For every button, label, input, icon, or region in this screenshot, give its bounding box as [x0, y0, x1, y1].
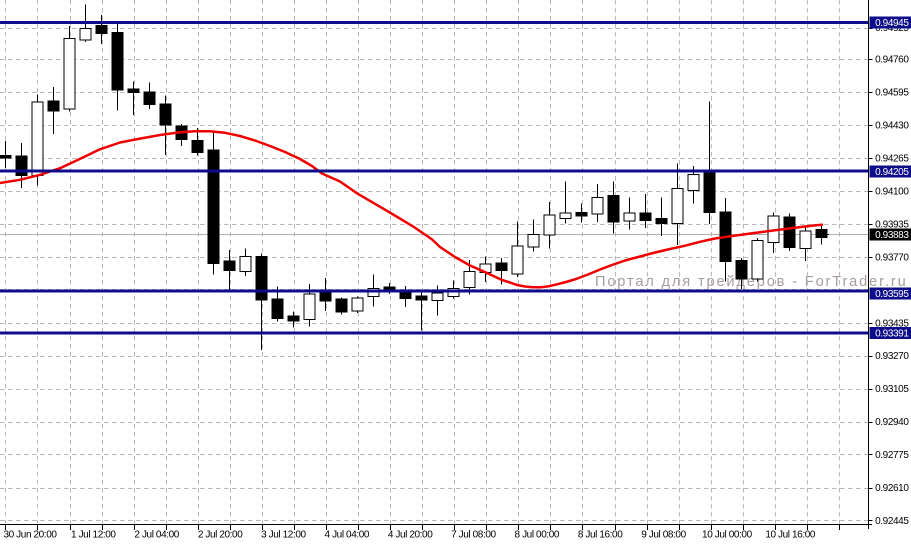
svg-text:8 Jul 16:00: 8 Jul 16:00: [578, 530, 623, 541]
svg-text:0.94595: 0.94595: [875, 88, 909, 99]
svg-text:4 Jul 20:00: 4 Jul 20:00: [388, 530, 433, 541]
svg-text:1 Jul 12:00: 1 Jul 12:00: [71, 530, 116, 541]
svg-text:0.94205: 0.94205: [875, 167, 909, 178]
svg-text:0.92445: 0.92445: [875, 516, 909, 527]
svg-text:0.94945: 0.94945: [875, 18, 909, 29]
svg-text:0.93883: 0.93883: [875, 230, 909, 241]
svg-text:0.93270: 0.93270: [875, 351, 909, 362]
svg-text:30 Jun 20:00: 30 Jun 20:00: [3, 530, 57, 541]
svg-text:2 Jul 20:00: 2 Jul 20:00: [198, 530, 243, 541]
svg-text:4 Jul 04:00: 4 Jul 04:00: [325, 530, 370, 541]
svg-text:3 Jul 12:00: 3 Jul 12:00: [261, 530, 306, 541]
svg-text:10 Jul 00:00: 10 Jul 00:00: [702, 530, 753, 541]
svg-text:8 Jul 00:00: 8 Jul 00:00: [515, 530, 560, 541]
svg-text:0.94265: 0.94265: [875, 154, 909, 165]
svg-text:0.93770: 0.93770: [875, 252, 909, 263]
svg-text:Портал для трейдеров - ForTrad: Портал для трейдеров - ForTrader.ru: [595, 274, 908, 290]
svg-text:7 Jul 08:00: 7 Jul 08:00: [451, 530, 496, 541]
svg-text:10 Jul 16:00: 10 Jul 16:00: [765, 530, 816, 541]
svg-text:0.92775: 0.92775: [875, 450, 909, 461]
svg-text:0.93595: 0.93595: [875, 289, 909, 300]
svg-text:0.92940: 0.92940: [875, 417, 909, 428]
svg-text:2 Jul 04:00: 2 Jul 04:00: [134, 530, 179, 541]
svg-text:0.94430: 0.94430: [875, 121, 909, 132]
svg-text:9 Jul 08:00: 9 Jul 08:00: [641, 530, 686, 541]
svg-text:0.93391: 0.93391: [875, 328, 909, 339]
svg-text:0.92610: 0.92610: [875, 483, 909, 494]
svg-text:0.94100: 0.94100: [875, 186, 909, 197]
svg-text:0.94760: 0.94760: [875, 55, 909, 66]
svg-text:0.93105: 0.93105: [875, 384, 909, 395]
